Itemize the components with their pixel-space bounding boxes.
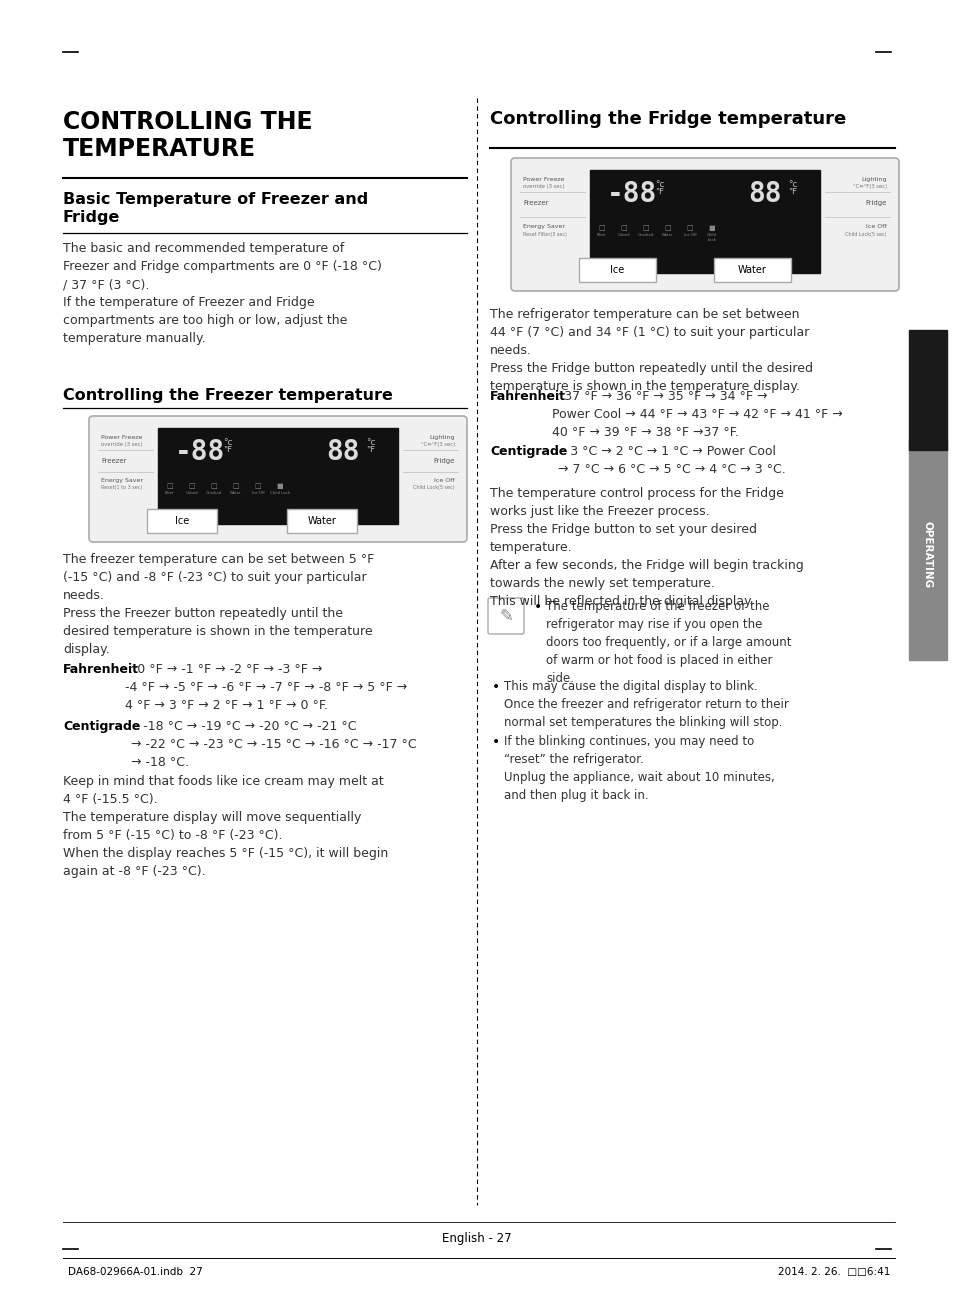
- Text: Fahrenheit: Fahrenheit: [63, 664, 139, 677]
- Text: □: □: [620, 225, 627, 232]
- Text: Reset Filter(3 sec): Reset Filter(3 sec): [522, 232, 566, 237]
- Text: Energy Saver: Energy Saver: [101, 477, 143, 483]
- Text: Crushed: Crushed: [206, 490, 222, 494]
- Text: OPERATING: OPERATING: [923, 522, 932, 588]
- Text: : 0 °F → -1 °F → -2 °F → -3 °F →
-4 °F → -5 °F → -6 °F → -7 °F → -8 °F → 5 °F →
: : 0 °F → -1 °F → -2 °F → -3 °F → -4 °F →…: [125, 664, 407, 712]
- Text: If the blinking continues, you may need to
“reset” the refrigerator.
Unplug the : If the blinking continues, you may need …: [503, 735, 774, 801]
- Text: Reset(1 to 3 sec): Reset(1 to 3 sec): [101, 485, 142, 490]
- Text: Filter: Filter: [597, 233, 606, 237]
- Text: The temperature of the freezer or the
refrigerator may rise if you open the
door: The temperature of the freezer or the re…: [545, 600, 791, 686]
- Text: Ice Off: Ice Off: [865, 224, 886, 229]
- Text: ℉: ℉: [655, 189, 662, 196]
- Text: ℉: ℉: [787, 189, 795, 196]
- Text: The basic and recommended temperature of
Freezer and Fridge compartments are 0 °: The basic and recommended temperature of…: [63, 242, 381, 345]
- Text: 2014. 2. 26.  □□6:41: 2014. 2. 26. □□6:41: [777, 1267, 889, 1278]
- FancyBboxPatch shape: [147, 509, 216, 533]
- Text: Crushed: Crushed: [638, 233, 654, 237]
- Text: Water: Water: [230, 490, 241, 494]
- Text: □: □: [211, 483, 217, 489]
- Text: Freezer: Freezer: [522, 200, 548, 206]
- Text: Child Lock: Child Lock: [270, 490, 290, 494]
- Text: Fridge: Fridge: [864, 200, 886, 206]
- Text: Ice: Ice: [174, 516, 189, 526]
- Text: Fahrenheit: Fahrenheit: [490, 390, 565, 403]
- Text: : 37 °F → 36 °F → 35 °F → 34 °F →
Power Cool → 44 °F → 43 °F → 42 °F → 41 °F →
4: : 37 °F → 36 °F → 35 °F → 34 °F → Power …: [552, 390, 841, 438]
- Text: •: •: [492, 680, 499, 693]
- Text: Water: Water: [307, 516, 336, 526]
- Text: Power Freeze: Power Freeze: [101, 435, 142, 440]
- Text: °c: °c: [366, 438, 375, 448]
- Text: Controlling the Freezer temperature: Controlling the Freezer temperature: [63, 388, 393, 403]
- Text: °c: °c: [223, 438, 233, 448]
- Text: □: □: [233, 483, 239, 489]
- Text: DA68-02966A-01.indb  27: DA68-02966A-01.indb 27: [68, 1267, 203, 1278]
- FancyBboxPatch shape: [287, 509, 356, 533]
- Text: : 3 °C → 2 °C → 1 °C → Power Cool
→ 7 °C → 6 °C → 5 °C → 4 °C → 3 °C.: : 3 °C → 2 °C → 1 °C → Power Cool → 7 °C…: [558, 445, 785, 476]
- FancyBboxPatch shape: [578, 258, 656, 282]
- Text: ✎: ✎: [498, 608, 513, 624]
- Text: Water: Water: [737, 265, 765, 275]
- Text: Lighting: Lighting: [861, 177, 886, 182]
- Text: □: □: [189, 483, 195, 489]
- Text: □: □: [598, 225, 604, 232]
- FancyBboxPatch shape: [511, 157, 898, 291]
- Text: □: □: [686, 225, 693, 232]
- Text: ■: ■: [276, 483, 283, 489]
- Text: Cubed: Cubed: [186, 490, 198, 494]
- Text: □: □: [167, 483, 173, 489]
- Text: Ice: Ice: [609, 265, 623, 275]
- Text: Child Lock(5 sec): Child Lock(5 sec): [844, 232, 886, 237]
- Text: 88: 88: [747, 180, 781, 208]
- Text: Energy Saver: Energy Saver: [522, 224, 564, 229]
- Text: □: □: [664, 225, 671, 232]
- Text: Cubed: Cubed: [617, 233, 630, 237]
- Text: : -18 °C → -19 °C → -20 °C → -21 °C
→ -22 °C → -23 °C → -15 °C → -16 °C → -17 °C: : -18 °C → -19 °C → -20 °C → -21 °C → -2…: [131, 719, 416, 769]
- FancyBboxPatch shape: [89, 416, 467, 543]
- Text: Fridge: Fridge: [434, 458, 455, 464]
- Text: The temperature control process for the Fridge
works just like the Freezer proce: The temperature control process for the …: [490, 487, 803, 608]
- Text: -88: -88: [174, 438, 225, 466]
- Text: Ice Off: Ice Off: [434, 477, 455, 483]
- Text: Power Freeze: Power Freeze: [522, 177, 564, 182]
- Text: Centigrade: Centigrade: [490, 445, 567, 458]
- Text: °c: °c: [787, 180, 797, 189]
- Text: •: •: [492, 735, 499, 749]
- Text: override (3 sec): override (3 sec): [522, 183, 564, 189]
- Text: □: □: [254, 483, 261, 489]
- Text: °C⇔°F(3 sec): °C⇔°F(3 sec): [420, 442, 455, 448]
- Text: Ice Off: Ice Off: [683, 233, 696, 237]
- Text: The freezer temperature can be set between 5 °F
(-15 °C) and -8 °F (-23 °C) to s: The freezer temperature can be set betwe…: [63, 553, 374, 656]
- Text: Keep in mind that foods like ice cream may melt at
4 °F (-15.5 °C).
The temperat: Keep in mind that foods like ice cream m…: [63, 775, 388, 878]
- Text: The refrigerator temperature can be set between
44 °F (7 °C) and 34 °F (1 °C) to: The refrigerator temperature can be set …: [490, 308, 812, 393]
- Text: Freezer: Freezer: [101, 458, 127, 464]
- FancyBboxPatch shape: [713, 258, 790, 282]
- Text: Water: Water: [661, 233, 673, 237]
- Text: Filter: Filter: [165, 490, 174, 494]
- Text: Lighting: Lighting: [429, 435, 455, 440]
- Bar: [158, 428, 397, 524]
- Text: CONTROLLING THE
TEMPERATURE: CONTROLLING THE TEMPERATURE: [63, 111, 313, 161]
- Bar: [589, 170, 820, 273]
- Text: ■: ■: [708, 225, 715, 232]
- Text: English - 27: English - 27: [442, 1232, 511, 1245]
- Text: •: •: [534, 600, 541, 614]
- Text: Centigrade: Centigrade: [63, 719, 140, 732]
- Text: This may cause the digital display to blink.
Once the freezer and refrigerator r: This may cause the digital display to bl…: [503, 680, 788, 729]
- Text: Child Lock(5 sec): Child Lock(5 sec): [413, 485, 455, 490]
- Text: ℉: ℉: [223, 446, 231, 455]
- FancyBboxPatch shape: [488, 598, 523, 634]
- Text: Child
Lock: Child Lock: [706, 233, 717, 242]
- Text: Ice Off: Ice Off: [252, 490, 264, 494]
- Text: °c: °c: [655, 180, 664, 189]
- Text: Controlling the Fridge temperature: Controlling the Fridge temperature: [490, 111, 845, 127]
- Text: □: □: [642, 225, 649, 232]
- Text: override (3 sec): override (3 sec): [101, 442, 143, 448]
- Text: ℉: ℉: [366, 446, 374, 455]
- Bar: [908, 440, 946, 660]
- Text: Basic Temperature of Freezer and
Fridge: Basic Temperature of Freezer and Fridge: [63, 193, 368, 225]
- Text: 88: 88: [326, 438, 359, 466]
- Text: °C⇔°F(3 sec): °C⇔°F(3 sec): [852, 183, 886, 189]
- Text: -88: -88: [606, 180, 657, 208]
- Bar: [908, 330, 946, 450]
